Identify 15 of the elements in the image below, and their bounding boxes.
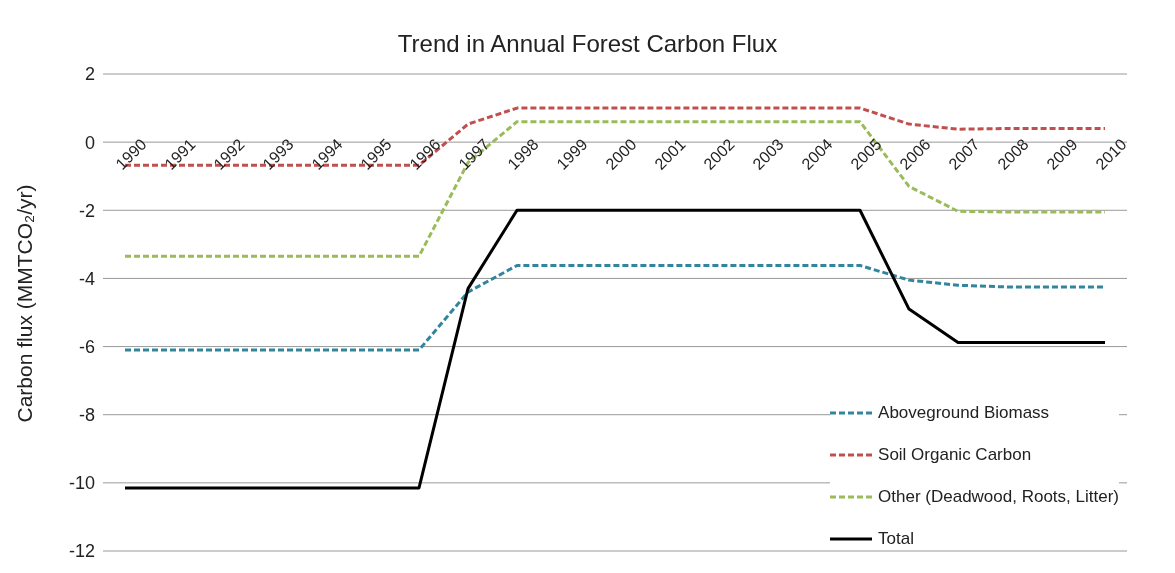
y-tick-label: -12 — [68, 541, 95, 562]
y-axis-title: Carbon flux (MMTCO₂/yr) — [13, 184, 37, 423]
y-tick-label: -4 — [78, 268, 95, 289]
chart-title: Trend in Annual Forest Carbon Flux — [396, 30, 779, 58]
legend-label: Total — [878, 529, 914, 549]
legend-label: Aboveground Biomass — [878, 403, 1050, 423]
y-tick-label: -2 — [78, 200, 95, 221]
legend-label: Soil Organic Carbon — [878, 445, 1032, 465]
y-tick-label: 2 — [84, 64, 95, 85]
line-series — [123, 208, 1107, 490]
y-tick-label: -8 — [78, 405, 95, 426]
y-tick-label: -6 — [78, 336, 95, 357]
y-tick-label: -10 — [68, 473, 95, 494]
y-tick-label: 0 — [84, 132, 95, 153]
legend-label: Other (Deadwood, Roots, Litter) — [878, 487, 1119, 507]
